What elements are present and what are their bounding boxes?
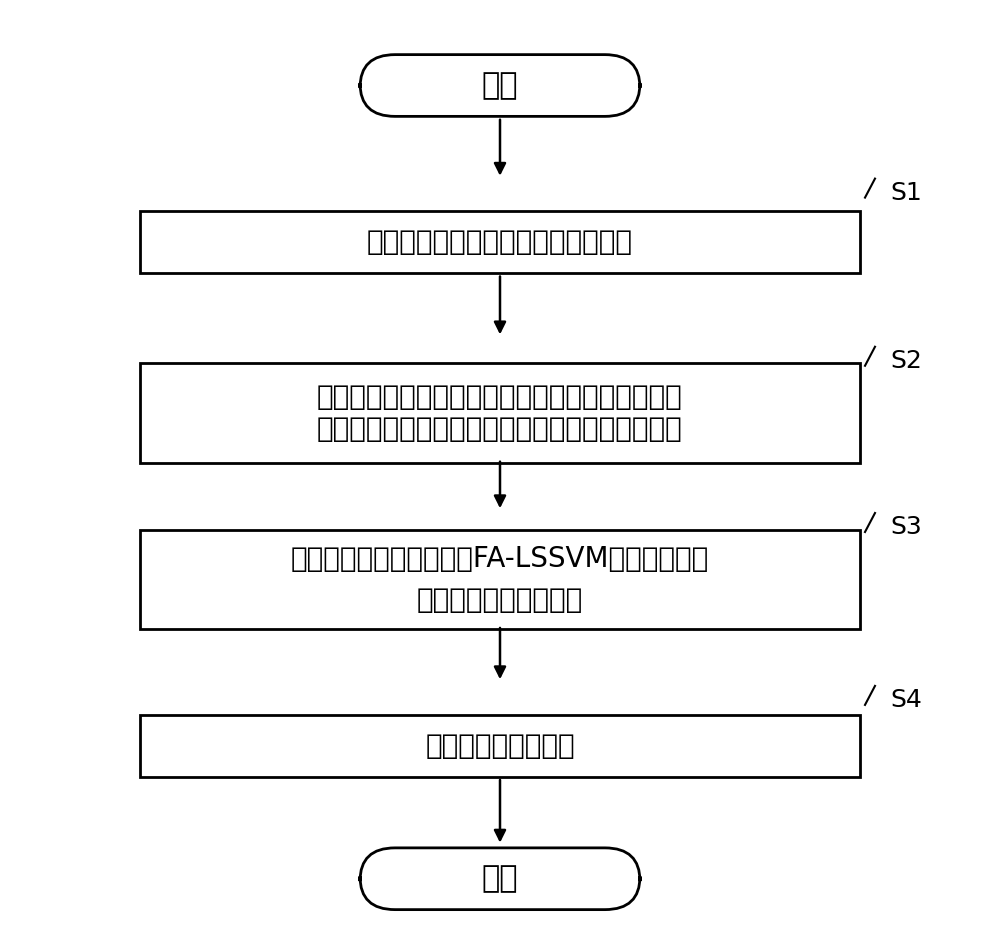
FancyBboxPatch shape [360,54,640,117]
Text: 结束: 结束 [482,864,518,893]
Text: S2: S2 [890,349,922,373]
Text: 采用烟花算法获得最优的FA-LSSVM组合模型参数: 采用烟花算法获得最优的FA-LSSVM组合模型参数 [291,544,709,573]
FancyBboxPatch shape [140,530,860,630]
Text: S4: S4 [890,688,922,712]
FancyBboxPatch shape [140,211,860,274]
FancyBboxPatch shape [360,847,640,910]
FancyBboxPatch shape [140,714,860,777]
Text: 和最优热漂移预测模型: 和最优热漂移预测模型 [417,586,583,615]
Text: 采用模糊均值聚类分组方法和基于多元线性回归的
搜索算法从样品数据中选出热漂移建模的输入变量: 采用模糊均值聚类分组方法和基于多元线性回归的 搜索算法从样品数据中选出热漂移建模… [317,383,683,444]
Text: 评价该方法的正确性: 评价该方法的正确性 [425,732,575,760]
Text: 采集样本数据并对其进行归一化处理: 采集样本数据并对其进行归一化处理 [367,228,633,256]
Text: 开始: 开始 [482,71,518,100]
Text: S3: S3 [890,515,922,540]
Text: S1: S1 [890,180,922,205]
FancyBboxPatch shape [140,364,860,464]
